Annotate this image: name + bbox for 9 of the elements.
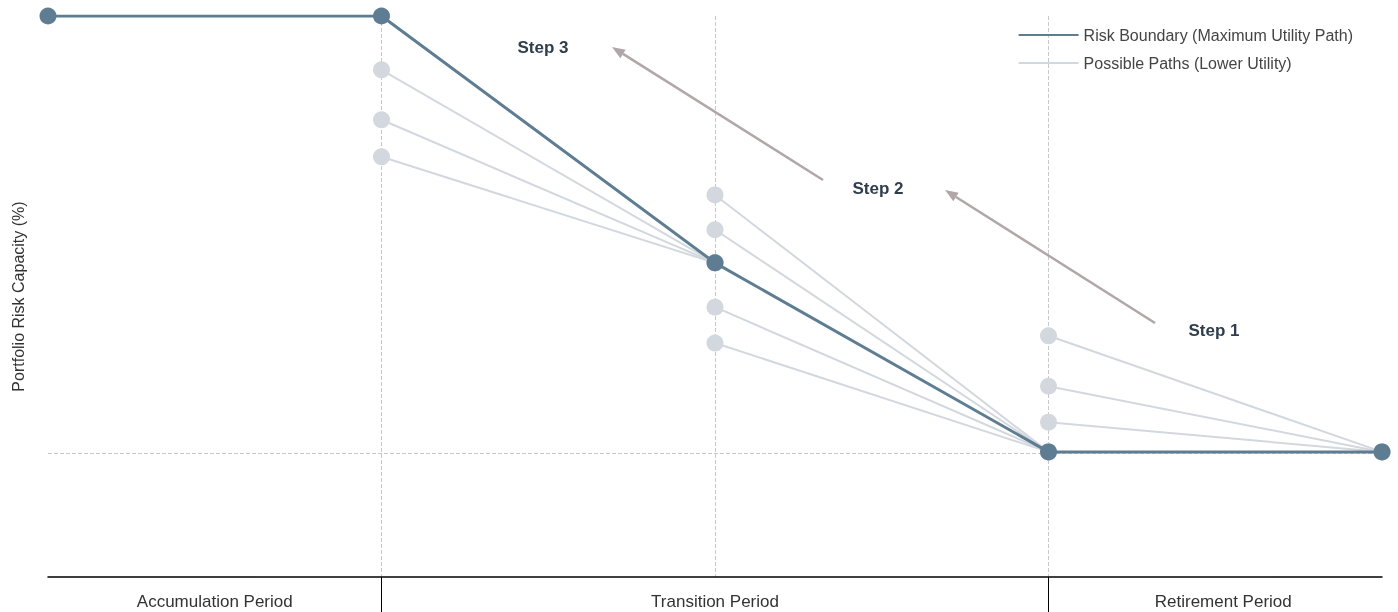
legend-label: Risk Boundary (Maximum Utility Path) [1083,26,1354,44]
annotation: Step 1 [1188,320,1240,340]
annotation: Step 2 [852,178,904,198]
text: Accumulation Period [136,591,293,611]
legend-label: Possible Paths (Lower Utility) [1083,54,1292,72]
annotation: Step 3 [517,37,569,57]
y-axis-title: Portfolio Risk Capacity (%) [9,201,27,392]
text: Transition Period [651,591,779,611]
text: Retirement Period [1154,591,1292,611]
